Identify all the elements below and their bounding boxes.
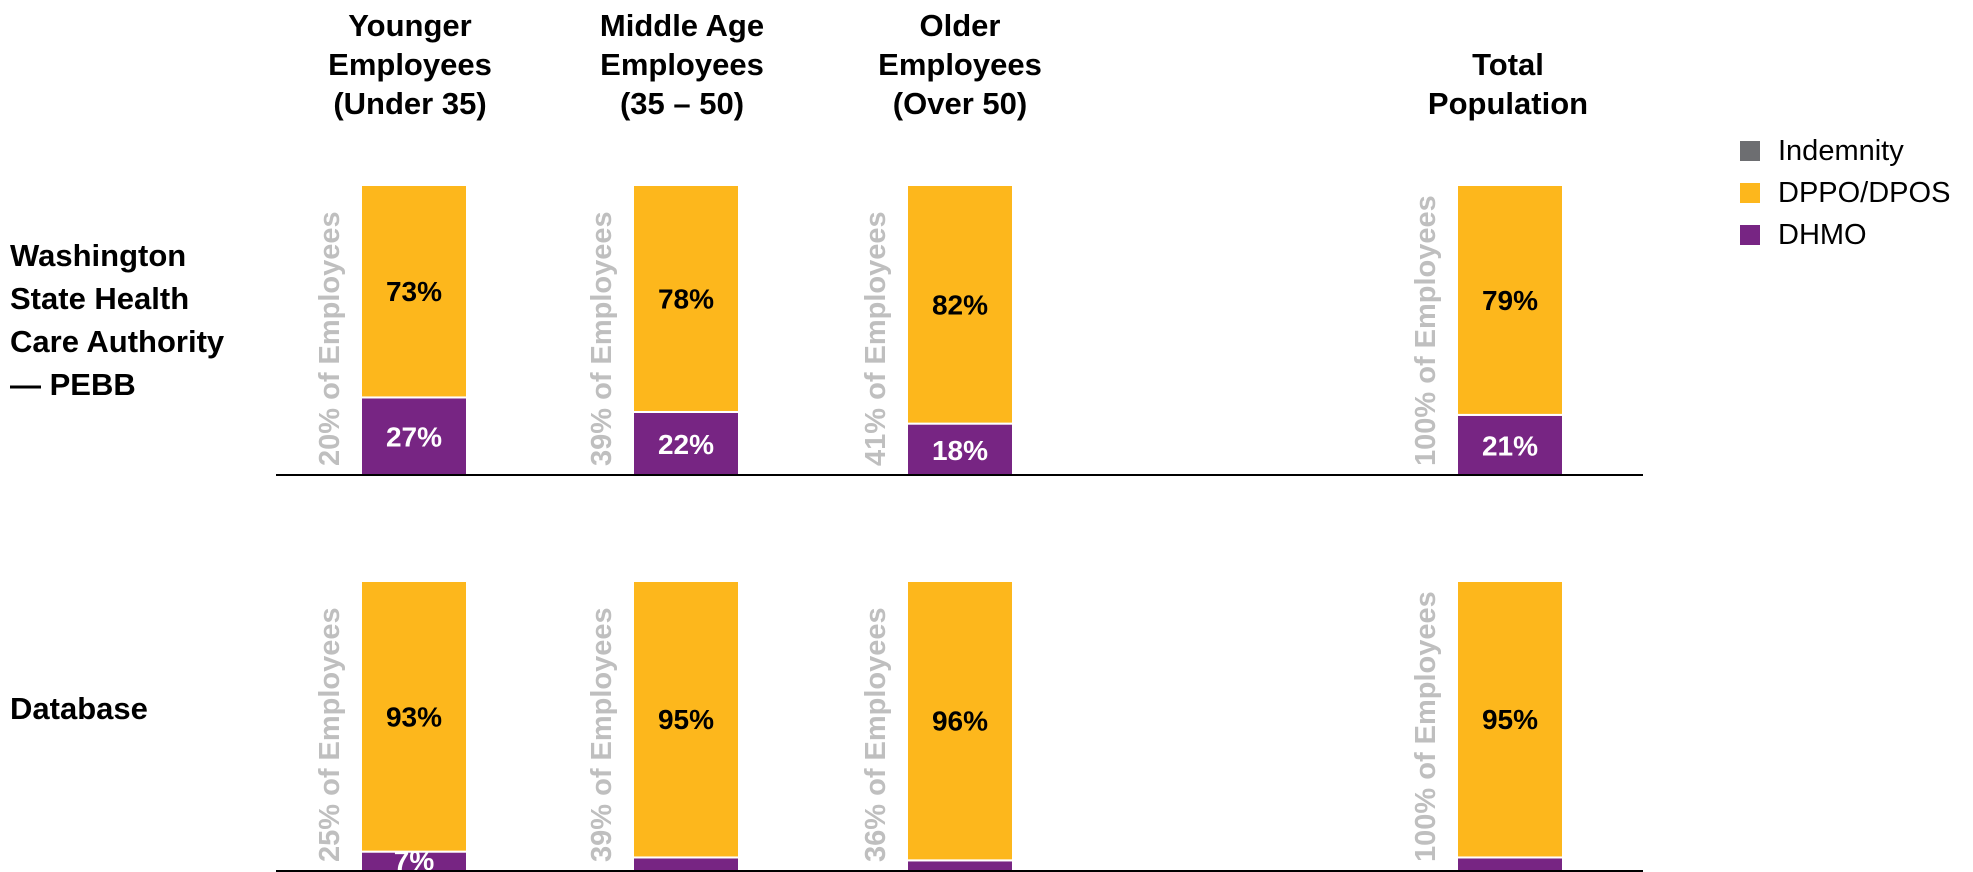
legend-label: DPPO/DPOS bbox=[1778, 176, 1951, 209]
data-label: 95% bbox=[658, 704, 714, 735]
bar-segment-dhmo bbox=[1456, 856, 1564, 872]
bar-segment-dppo-dpos bbox=[360, 580, 468, 853]
chart-legend: Indemnity DPPO/DPOS DHMO bbox=[1740, 130, 1950, 256]
bar-segment-dppo-dpos bbox=[906, 184, 1014, 425]
legend-label: Indemnity bbox=[1778, 134, 1904, 167]
column-header-line: Population bbox=[1427, 86, 1589, 121]
legend-swatch bbox=[1740, 141, 1760, 161]
column-header-line: Employees bbox=[878, 47, 1042, 82]
data-label: 78% bbox=[658, 283, 714, 314]
row-label-line: Care Authority bbox=[10, 324, 225, 359]
column-header-line: Employees bbox=[328, 47, 492, 82]
legend-item: DPPO/DPOS bbox=[1740, 172, 1950, 214]
legend-label: DHMO bbox=[1778, 218, 1867, 251]
column-header-line: Employees bbox=[600, 47, 764, 82]
column-header: Middle Age Employees (35 – 50) bbox=[582, 6, 782, 123]
bar-segment-dppo-dpos bbox=[632, 580, 740, 859]
column-header: Older Employees (Over 50) bbox=[860, 6, 1060, 123]
employee-share-label: 39% of Employees bbox=[586, 607, 618, 862]
data-label: 73% bbox=[386, 276, 442, 307]
bar-segment-dppo-dpos bbox=[906, 580, 1014, 862]
data-label: 79% bbox=[1482, 285, 1538, 316]
column-header: Younger Employees (Under 35) bbox=[310, 6, 510, 123]
data-label: 27% bbox=[386, 422, 442, 453]
bar-segment-dppo-dpos bbox=[360, 184, 468, 399]
bar-segment-dppo-dpos bbox=[1456, 184, 1564, 416]
legend-swatch bbox=[1740, 225, 1760, 245]
row-label: Washington State Health Care Authority — PE… bbox=[10, 234, 260, 406]
column-header-line: (Over 50) bbox=[892, 86, 1028, 121]
employee-share-label: 25% of Employees bbox=[314, 607, 346, 862]
employee-share-label: 39% of Employees bbox=[586, 211, 618, 466]
data-label: 96% bbox=[932, 706, 988, 737]
row-label-line: State Health bbox=[10, 281, 190, 316]
column-header: Total Population bbox=[1408, 45, 1608, 123]
employee-share-label: 100% of Employees bbox=[1410, 591, 1442, 862]
column-header-line: Younger bbox=[348, 8, 472, 43]
data-label: 22% bbox=[658, 429, 714, 460]
data-label: 93% bbox=[386, 701, 442, 732]
bar-segment-dppo-dpos bbox=[1456, 580, 1564, 859]
column-header-line: Older bbox=[919, 8, 1001, 43]
bar-segment-dppo-dpos bbox=[632, 184, 740, 413]
data-label: 18% bbox=[932, 435, 988, 466]
column-header-line: (35 – 50) bbox=[619, 86, 745, 121]
bar-segment-dhmo bbox=[1456, 413, 1564, 478]
data-label: 82% bbox=[932, 289, 988, 320]
row-label-line: — PEBB bbox=[10, 367, 136, 402]
column-header-line: Middle Age bbox=[599, 8, 765, 43]
employee-share-label: 100% of Employees bbox=[1410, 195, 1442, 466]
employee-share-label: 20% of Employees bbox=[314, 211, 346, 466]
bar-segment-dhmo bbox=[632, 856, 740, 872]
bar-segment-dhmo bbox=[632, 410, 740, 478]
row-label-line: Database bbox=[10, 691, 148, 726]
data-label: 95% bbox=[1482, 704, 1538, 735]
column-header-line: Total bbox=[1472, 47, 1544, 82]
row-label: Database bbox=[10, 687, 260, 730]
legend-item: Indemnity bbox=[1740, 130, 1950, 172]
row-label-line: Washington bbox=[10, 238, 187, 273]
bar-segment-dhmo bbox=[906, 422, 1014, 477]
data-label: 21% bbox=[1482, 430, 1538, 461]
legend-swatch bbox=[1740, 183, 1760, 203]
legend-item: DHMO bbox=[1740, 214, 1950, 256]
employee-share-label: 41% of Employees bbox=[860, 211, 892, 466]
chart-row: 7%93%25% of Employees 95%39% of Employees… bbox=[276, 580, 1643, 872]
chart-row: 27% 73% 20% of Employees 22% 78% 39% of Emplo… bbox=[276, 184, 1643, 478]
employee-share-label: 36% of Employees bbox=[860, 607, 892, 862]
column-header-line: (Under 35) bbox=[333, 86, 487, 121]
